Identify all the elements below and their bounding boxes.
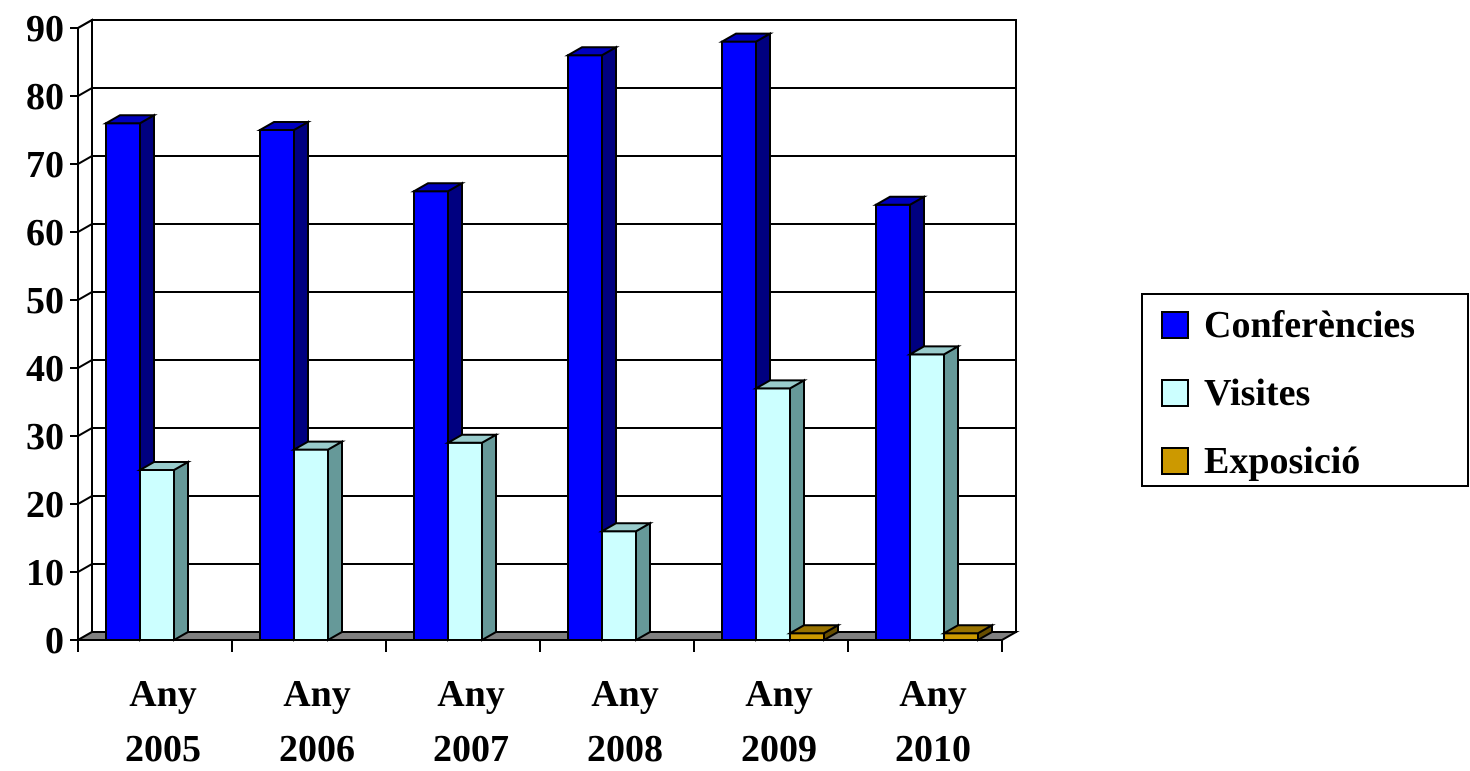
bar-top [444, 433, 500, 444]
bar-side [327, 439, 343, 642]
gridline-side [77, 87, 93, 97]
bar-side [481, 433, 497, 642]
bar-top [752, 379, 808, 390]
gridline-side [77, 223, 93, 233]
x-tick-label: Any [437, 673, 505, 715]
x-tick-label: Any [283, 673, 351, 715]
legend-item-confer-ncies: Conferències [1161, 304, 1415, 346]
plot-walls [77, 18, 1017, 642]
bar-visites-4 [598, 521, 654, 642]
bar-front [413, 190, 449, 641]
x-tick-label: 2007 [433, 728, 509, 770]
legend-label: Exposició [1204, 440, 1360, 482]
legend: Conferències Visites Exposició [1141, 293, 1469, 487]
side-wall [77, 18, 93, 642]
bar-confer-ncies-2 [256, 120, 312, 642]
back-wall [91, 19, 1017, 633]
y-tick-label: 60 [26, 212, 64, 254]
legend-label: Visites [1204, 372, 1310, 414]
y-tick-label: 30 [26, 416, 64, 458]
bar-front [601, 530, 637, 642]
gridline-side [77, 19, 93, 29]
legend-item-visites: Visites [1161, 372, 1310, 414]
axes [70, 27, 1003, 652]
x-tick-label: Any [129, 673, 197, 715]
x-tick-label: Any [745, 673, 813, 715]
legend-swatch [1161, 311, 1189, 339]
bar-top [136, 461, 192, 471]
bar-front [943, 632, 979, 642]
bar-top [410, 182, 466, 193]
bar-side [943, 344, 959, 642]
bar-top [256, 121, 312, 131]
bar-front [139, 469, 175, 641]
bar-side [635, 521, 651, 642]
bar-confer-ncies-3 [410, 181, 466, 642]
y-tick-label: 50 [26, 280, 64, 322]
bar-front [447, 441, 483, 641]
y-axis-tick-labels: 0 10 20 30 40 50 60 70 80 90 [26, 8, 64, 662]
bar-visites-6 [906, 344, 962, 642]
legend-swatch [1161, 379, 1189, 407]
gridline-side [77, 155, 93, 165]
bar-side [173, 460, 189, 642]
bar-front [259, 129, 295, 641]
x-tick-label: 2009 [741, 728, 817, 770]
x-tick-label: 2006 [279, 728, 355, 770]
bar-front [567, 54, 603, 641]
gridline-side [77, 359, 93, 369]
gridline-side [77, 291, 93, 301]
bar-top [906, 345, 962, 356]
gridline-side [77, 563, 93, 573]
x-tick-label: Any [899, 673, 967, 715]
y-tick-label: 20 [26, 484, 64, 526]
bar-top [786, 624, 842, 635]
legend-swatch [1161, 447, 1189, 475]
bar-front [875, 203, 911, 642]
bar-top [718, 32, 774, 43]
legend-item-exposici-: Exposició [1161, 440, 1360, 482]
legend-label: Conferències [1204, 304, 1415, 346]
y-tick-label: 80 [26, 76, 64, 118]
x-tick-label: 2005 [125, 728, 201, 770]
x-tick-label: 2008 [587, 728, 663, 770]
bar-top [872, 195, 928, 206]
y-tick-label: 0 [45, 620, 64, 662]
bar-side [789, 378, 805, 642]
bar-front [105, 122, 141, 641]
x-axis-tick-labels: Any 2005 Any 2006 Any 2007 Any 2008 Any 2009 Any 20… [125, 673, 971, 770]
bar-front [293, 448, 329, 641]
bar-front [755, 387, 791, 641]
x-tick-label: 2010 [895, 728, 971, 770]
bar-top [102, 114, 158, 125]
y-tick-label: 10 [26, 552, 64, 594]
bar-exposici--5 [786, 623, 842, 642]
bar-confer-ncies-4 [564, 45, 620, 642]
gridline-side [77, 427, 93, 437]
y-tick-label: 40 [26, 348, 64, 390]
bar-visites-2 [290, 439, 346, 642]
bar-visites-5 [752, 378, 808, 642]
bar-front [909, 353, 945, 641]
bar-front [789, 632, 825, 642]
gridline-side [77, 495, 93, 505]
y-tick-label: 70 [26, 144, 64, 186]
gridlines [77, 19, 1016, 573]
bar-visites-3 [444, 433, 500, 642]
bar-top [564, 46, 620, 57]
bar-top [940, 624, 996, 635]
bars [102, 31, 996, 642]
bar-front [721, 40, 757, 642]
bar-top [598, 522, 654, 533]
legend-box [1141, 293, 1469, 487]
x-tick-label: Any [591, 673, 659, 715]
bar-top [290, 440, 346, 451]
bar-visites-1 [136, 460, 192, 642]
y-tick-label: 90 [26, 8, 64, 50]
